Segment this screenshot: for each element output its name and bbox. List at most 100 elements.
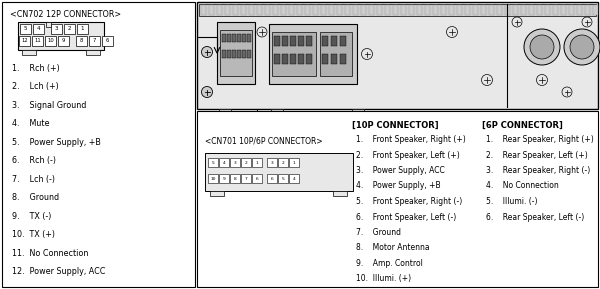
Bar: [577, 5, 582, 15]
Text: 7.    Ground: 7. Ground: [356, 228, 401, 237]
Text: 1.    Rch (+): 1. Rch (+): [12, 64, 60, 73]
Bar: [225, 5, 230, 15]
Bar: [19, 36, 30, 46]
Bar: [278, 158, 288, 167]
Bar: [274, 36, 280, 46]
Text: 6.    Rear Speaker, Left (-): 6. Rear Speaker, Left (-): [486, 212, 584, 221]
Bar: [201, 5, 206, 15]
Text: 1.    Rear Speaker, Right (+): 1. Rear Speaker, Right (+): [486, 135, 594, 144]
Text: 4: 4: [293, 177, 295, 181]
Bar: [352, 109, 364, 115]
Text: 11: 11: [34, 38, 41, 44]
Text: 5.    Illumi. (-): 5. Illumi. (-): [486, 197, 538, 206]
Bar: [329, 5, 334, 15]
Text: 2.    Rear Speaker, Left (+): 2. Rear Speaker, Left (+): [486, 151, 588, 160]
Text: 5: 5: [24, 27, 27, 32]
Bar: [230, 158, 240, 167]
Circle shape: [361, 49, 373, 60]
Text: 8: 8: [233, 177, 236, 181]
Bar: [340, 54, 346, 64]
Bar: [545, 5, 550, 15]
Bar: [553, 5, 558, 15]
Bar: [219, 174, 229, 183]
Text: 4: 4: [37, 27, 40, 32]
Bar: [425, 5, 430, 15]
Text: 6.    Front Speaker, Left (-): 6. Front Speaker, Left (-): [356, 212, 456, 221]
Bar: [252, 174, 262, 183]
Bar: [22, 50, 36, 55]
Bar: [457, 5, 462, 15]
Bar: [513, 5, 518, 15]
Bar: [230, 174, 240, 183]
Circle shape: [562, 87, 572, 97]
Bar: [247, 50, 251, 58]
Text: 8.    Motor Antenna: 8. Motor Antenna: [356, 244, 430, 253]
Bar: [64, 24, 75, 34]
Text: <CN702 12P CONNECTOR>: <CN702 12P CONNECTOR>: [10, 10, 121, 19]
Bar: [232, 50, 235, 58]
Bar: [290, 36, 296, 46]
Bar: [197, 2, 598, 109]
Circle shape: [564, 29, 600, 65]
Text: 9: 9: [62, 38, 65, 44]
Text: 12: 12: [21, 38, 28, 44]
Bar: [441, 5, 446, 15]
Bar: [569, 5, 574, 15]
Bar: [298, 36, 304, 46]
Text: 9: 9: [223, 177, 226, 181]
Bar: [505, 5, 510, 15]
Text: 5: 5: [281, 177, 284, 181]
Text: 4: 4: [223, 160, 226, 164]
Bar: [321, 5, 326, 15]
Text: 7: 7: [245, 177, 247, 181]
Bar: [320, 32, 352, 76]
Text: 5.    Front Speaker, Right (-): 5. Front Speaker, Right (-): [356, 197, 462, 206]
Bar: [585, 5, 590, 15]
Text: <CN701 10P/6P CONNECTOR>: <CN701 10P/6P CONNECTOR>: [205, 136, 323, 145]
Bar: [227, 34, 230, 42]
Bar: [281, 5, 286, 15]
Text: 2.    Lch (+): 2. Lch (+): [12, 82, 59, 92]
Bar: [306, 36, 311, 46]
Bar: [353, 5, 358, 15]
Bar: [33, 24, 44, 34]
Bar: [473, 5, 478, 15]
Bar: [278, 174, 288, 183]
Bar: [333, 191, 347, 196]
Bar: [227, 50, 230, 58]
Bar: [289, 158, 299, 167]
Circle shape: [524, 29, 560, 65]
Bar: [205, 153, 353, 191]
Text: 3.    Signal Ground: 3. Signal Ground: [12, 101, 86, 110]
Bar: [449, 5, 454, 15]
Bar: [222, 34, 226, 42]
Bar: [409, 5, 414, 15]
Text: 10: 10: [47, 38, 54, 44]
Bar: [521, 5, 526, 15]
Text: 2: 2: [245, 160, 247, 164]
Text: 1: 1: [81, 27, 84, 32]
Circle shape: [512, 17, 522, 27]
Bar: [242, 34, 245, 42]
Bar: [220, 30, 252, 76]
Bar: [289, 174, 299, 183]
Text: 4.    No Connection: 4. No Connection: [486, 181, 559, 190]
Bar: [322, 54, 328, 64]
Text: 10.  TX (+): 10. TX (+): [12, 231, 55, 240]
Bar: [369, 5, 374, 15]
Bar: [497, 5, 502, 15]
Bar: [217, 5, 222, 15]
Bar: [241, 5, 246, 15]
Bar: [290, 54, 296, 64]
Text: 6: 6: [256, 177, 259, 181]
Text: 2: 2: [68, 27, 71, 32]
Bar: [265, 5, 270, 15]
Circle shape: [530, 35, 554, 59]
Bar: [593, 5, 598, 15]
Text: 9.    TX (-): 9. TX (-): [12, 212, 52, 221]
Bar: [481, 5, 486, 15]
Text: 5: 5: [212, 160, 214, 164]
Bar: [2, 2, 195, 287]
Circle shape: [202, 86, 212, 97]
Bar: [274, 54, 280, 64]
